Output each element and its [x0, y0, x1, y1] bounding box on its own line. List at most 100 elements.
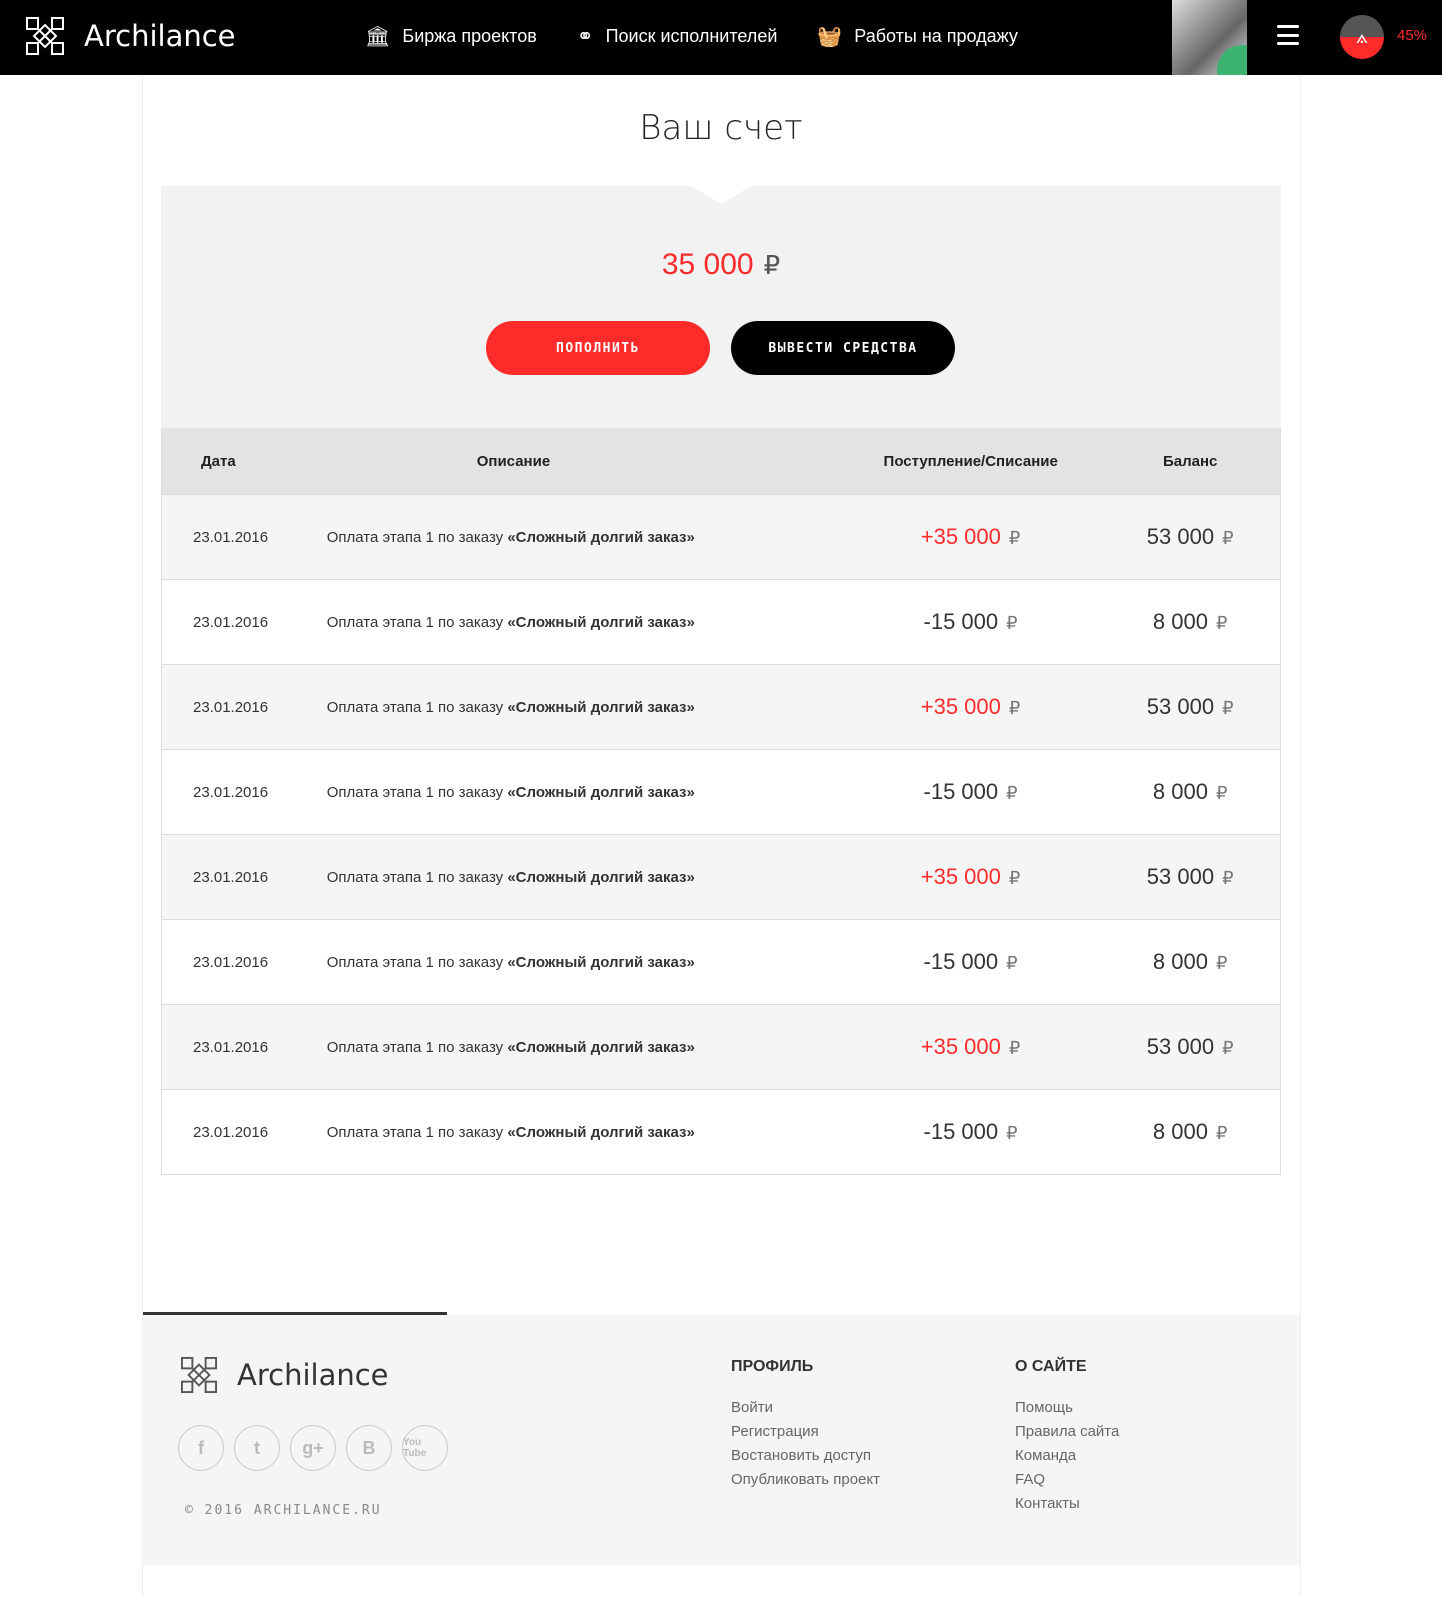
row-balance: 53 000 ₽ [1100, 524, 1280, 550]
ruble-icon: ₽ [1215, 953, 1228, 973]
amount-value: +35 000 [920, 1034, 1001, 1059]
ruble-icon: ₽ [1222, 868, 1234, 888]
col-amount: Поступление/Списание [883, 452, 1058, 470]
table-row: 23.01.2016 Оплата этапа 1 по заказу «Сло… [162, 1004, 1280, 1089]
row-balance: 8 000 ₽ [1100, 779, 1280, 805]
amount-value: +35 000 [920, 864, 1001, 889]
order-link[interactable]: «Сложный долгий заказ» [507, 953, 695, 971]
logo-text: Archilance [84, 19, 236, 53]
row-balance: 8 000 ₽ [1100, 609, 1280, 635]
row-description: Оплата этапа 1 по заказу «Сложный долгий… [327, 869, 841, 886]
amount-value: +35 000 [920, 524, 1001, 549]
link-faq[interactable]: FAQ [1015, 1471, 1046, 1488]
table-header: Дата Описание Поступление/Списание Балан… [162, 428, 1280, 494]
row-amount: +35 000 ₽ [841, 694, 1101, 720]
order-link[interactable]: «Сложный долгий заказ» [507, 783, 695, 801]
link-register[interactable]: Регистрация [731, 1423, 819, 1440]
notch [691, 186, 751, 204]
facebook-icon[interactable]: f [178, 1425, 224, 1471]
link-contacts[interactable]: Контакты [1015, 1495, 1080, 1512]
balance-value: 53 000 [1146, 1034, 1215, 1059]
table-row: 23.01.2016 Оплата этапа 1 по заказу «Сло… [162, 749, 1280, 834]
menu-icon[interactable] [1277, 25, 1299, 45]
row-amount: -15 000 ₽ [841, 949, 1101, 975]
ruble-icon: ₽ [1008, 868, 1021, 888]
nav-works-for-sale[interactable]: 🧺 Работы на продажу [817, 24, 1018, 49]
ruble-icon: ₽ [1215, 613, 1228, 633]
description-text: Оплата этапа 1 по заказу [326, 613, 508, 631]
row-description: Оплата этапа 1 по заказу «Сложный долгий… [327, 1039, 841, 1056]
vk-icon[interactable]: B [346, 1425, 392, 1471]
row-description: Оплата этапа 1 по заказу «Сложный долгий… [327, 784, 841, 801]
row-date: 23.01.2016 [193, 868, 269, 886]
ruble-icon: ₽ [1006, 1123, 1018, 1143]
footer-heading: ПРОФИЛЬ [731, 1358, 814, 1375]
row-date: 23.01.2016 [193, 783, 269, 801]
profile-progress: 45% [1397, 27, 1428, 44]
footer-about-col: О САЙТЕ Помощь Правила сайта Команда FAQ… [1015, 1358, 1119, 1516]
footer-logo[interactable]: Archilance [181, 1357, 389, 1393]
column-icon: 🏛 [365, 26, 391, 48]
footer-accent-line [143, 1312, 447, 1315]
balance-value: 8 000 [1152, 1119, 1208, 1144]
top-navbar: Archilance 🏛 Биржа проектов ⚭ Поиск исполн… [0, 0, 1442, 75]
ruble-icon: ₽ [1008, 698, 1021, 718]
row-date: 23.01.2016 [193, 528, 269, 546]
order-link[interactable]: «Сложный долгий заказ» [507, 698, 695, 716]
nav-label: Работы на продажу [854, 26, 1018, 46]
order-link[interactable]: «Сложный долгий заказ» [507, 613, 695, 631]
nav-freelancers[interactable]: ⚭ Поиск исполнителей [577, 24, 778, 49]
link-help[interactable]: Помощь [1015, 1399, 1073, 1416]
row-date: 23.01.2016 [193, 1038, 269, 1056]
ruble-icon: ₽ [1222, 528, 1234, 548]
row-balance: 53 000 ₽ [1100, 1034, 1280, 1060]
order-link[interactable]: «Сложный долгий заказ» [507, 528, 695, 546]
ruble-icon: ₽ [1006, 953, 1018, 973]
footer-heading: О САЙТЕ [1015, 1358, 1087, 1375]
nav-label: Биржа проектов [402, 26, 537, 46]
row-amount: -15 000 ₽ [841, 609, 1101, 635]
order-link[interactable]: «Сложный долгий заказ» [507, 868, 695, 886]
youtube-icon[interactable]: You Tube [402, 1425, 448, 1471]
order-link[interactable]: «Сложный долгий заказ» [507, 1038, 695, 1056]
link-login[interactable]: Войти [731, 1399, 773, 1416]
row-balance: 8 000 ₽ [1100, 949, 1280, 975]
balance-value: 53 000 [1146, 524, 1215, 549]
balance-value: 8 000 [1152, 609, 1208, 634]
row-date: 23.01.2016 [193, 1123, 269, 1141]
twitter-icon[interactable]: t [234, 1425, 280, 1471]
link-restore-access[interactable]: Востановить доступ [731, 1447, 871, 1464]
table-row: 23.01.2016 Оплата этапа 1 по заказу «Сло… [162, 834, 1280, 919]
row-description: Оплата этапа 1 по заказу «Сложный долгий… [327, 1124, 841, 1141]
description-text: Оплата этапа 1 по заказу [326, 528, 508, 546]
page-title: Ваш счет [639, 108, 803, 148]
amount-value: -15 000 [923, 1119, 999, 1144]
ruble-icon: ₽ [763, 250, 781, 280]
link-team[interactable]: Команда [1015, 1447, 1077, 1464]
row-amount: -15 000 ₽ [841, 779, 1101, 805]
compass-icon[interactable]: ⟑ [1340, 15, 1384, 59]
withdraw-button[interactable]: ВЫВЕСТИ СРЕДСТВА [731, 321, 955, 375]
logo[interactable]: Archilance [26, 17, 236, 55]
avatar[interactable] [1172, 0, 1247, 75]
footer: Archilance f t g+ B You Tube © 2016 ARCH… [143, 1312, 1300, 1565]
ruble-icon: ₽ [1222, 698, 1234, 718]
amount-value: -15 000 [923, 609, 999, 634]
link-publish-project[interactable]: Опубликовать проект [731, 1471, 880, 1488]
ruble-icon: ₽ [1008, 1038, 1021, 1058]
link-rules[interactable]: Правила сайта [1015, 1423, 1120, 1440]
balance-value: 53 000 [1146, 864, 1215, 889]
content-frame [142, 75, 1301, 1597]
col-description: Описание [476, 452, 551, 470]
order-link[interactable]: «Сложный долгий заказ» [507, 1123, 695, 1141]
row-description: Оплата этапа 1 по заказу «Сложный долгий… [327, 614, 841, 631]
row-description: Оплата этапа 1 по заказу «Сложный долгий… [327, 529, 841, 546]
topup-button[interactable]: ПОПОЛНИТЬ [486, 321, 710, 375]
balance-value: 53 000 [1146, 694, 1215, 719]
google-plus-icon[interactable]: g+ [290, 1425, 336, 1471]
nav-projects[interactable]: 🏛 Биржа проектов [365, 24, 537, 49]
transactions-table: Дата Описание Поступление/Списание Балан… [161, 428, 1281, 1175]
amount-value: +35 000 [920, 694, 1001, 719]
table-row: 23.01.2016 Оплата этапа 1 по заказу «Сло… [162, 919, 1280, 1004]
description-text: Оплата этапа 1 по заказу [326, 1038, 508, 1056]
